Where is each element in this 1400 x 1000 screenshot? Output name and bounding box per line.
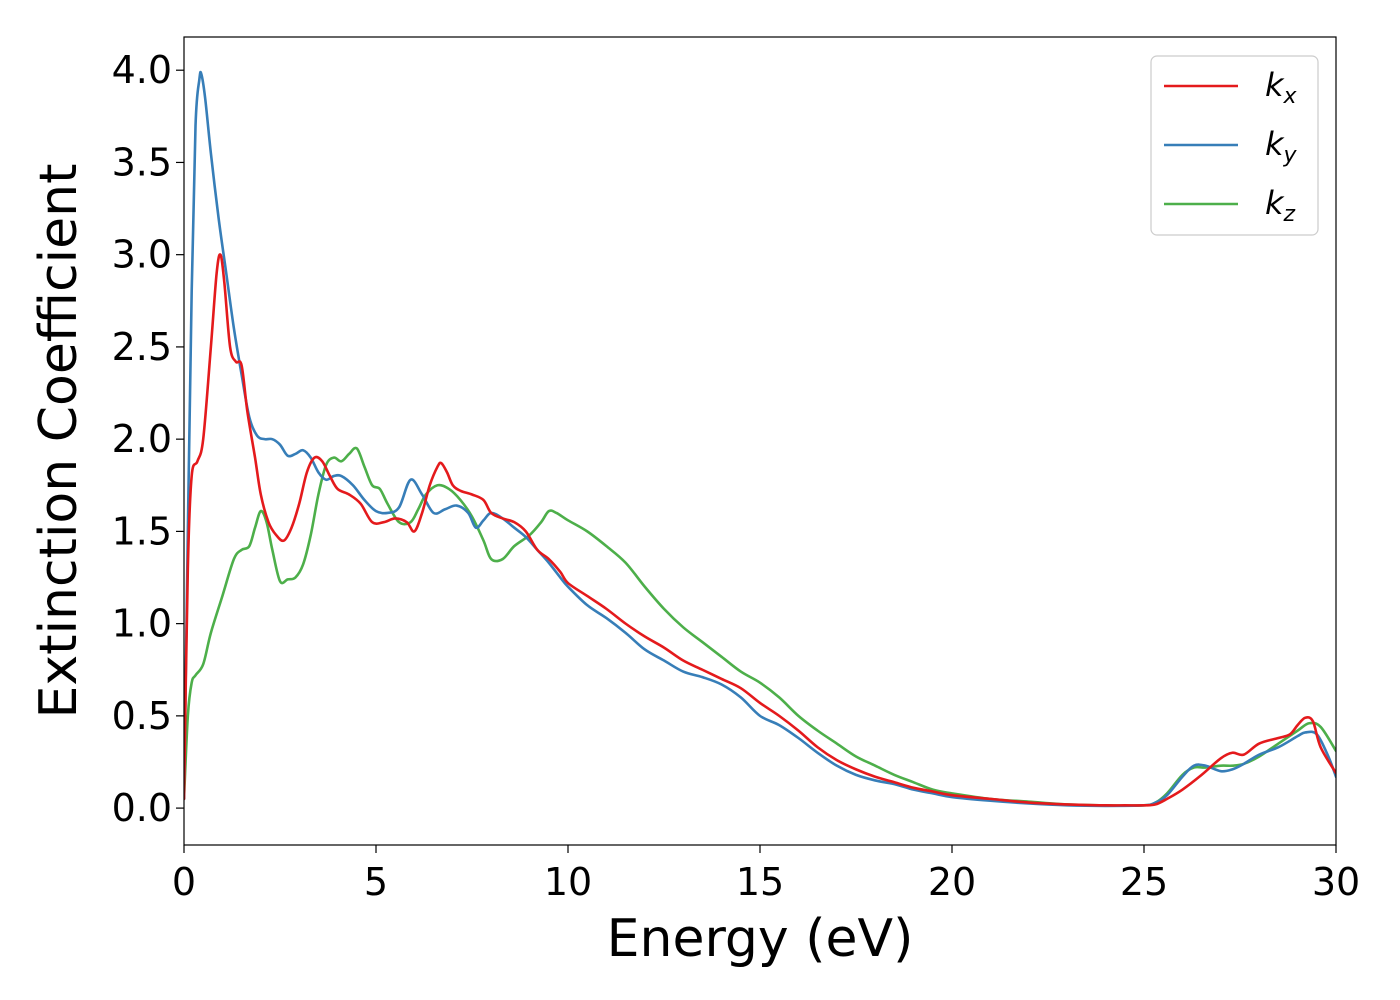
y-tick-label: 4.0 [112,48,172,92]
legend: kx ky kz [1150,55,1319,236]
x-tick-label: 0 [172,860,196,904]
y-tick-label: 2.5 [112,325,172,369]
x-tick-label: 5 [364,860,388,904]
x-tick-label: 30 [1312,860,1360,904]
legend-entries: kx ky kz [1164,66,1298,227]
y-tick-label: 1.0 [112,602,172,646]
y-tick-label: 1.5 [112,509,172,553]
legend-label-kz: kz [1265,184,1296,227]
y-tick-label: 3.0 [112,233,172,277]
x-axis-label: Energy (eV) [607,909,914,969]
series-layer [184,70,1336,808]
y-axis: 0.0 0.5 1.0 1.5 2.0 2.5 3.0 3.5 4.0 [112,48,184,830]
x-axis: 0 5 10 15 20 25 30 [172,845,1360,904]
y-tick-label: 3.5 [112,140,172,184]
series-line-kx [184,253,1336,807]
legend-label-ky: ky [1265,125,1298,168]
y-tick-label: 2.0 [112,417,172,461]
legend-label-kx: kx [1265,66,1298,109]
x-tick-label: 10 [544,860,592,904]
y-axis-label: Extinction Coefficient [29,164,89,719]
x-tick-label: 15 [736,860,784,904]
x-tick-label: 20 [928,860,976,904]
x-tick-label: 25 [1120,860,1168,904]
y-tick-label: 0.5 [112,694,172,738]
y-tick-label: 0.0 [112,786,172,830]
